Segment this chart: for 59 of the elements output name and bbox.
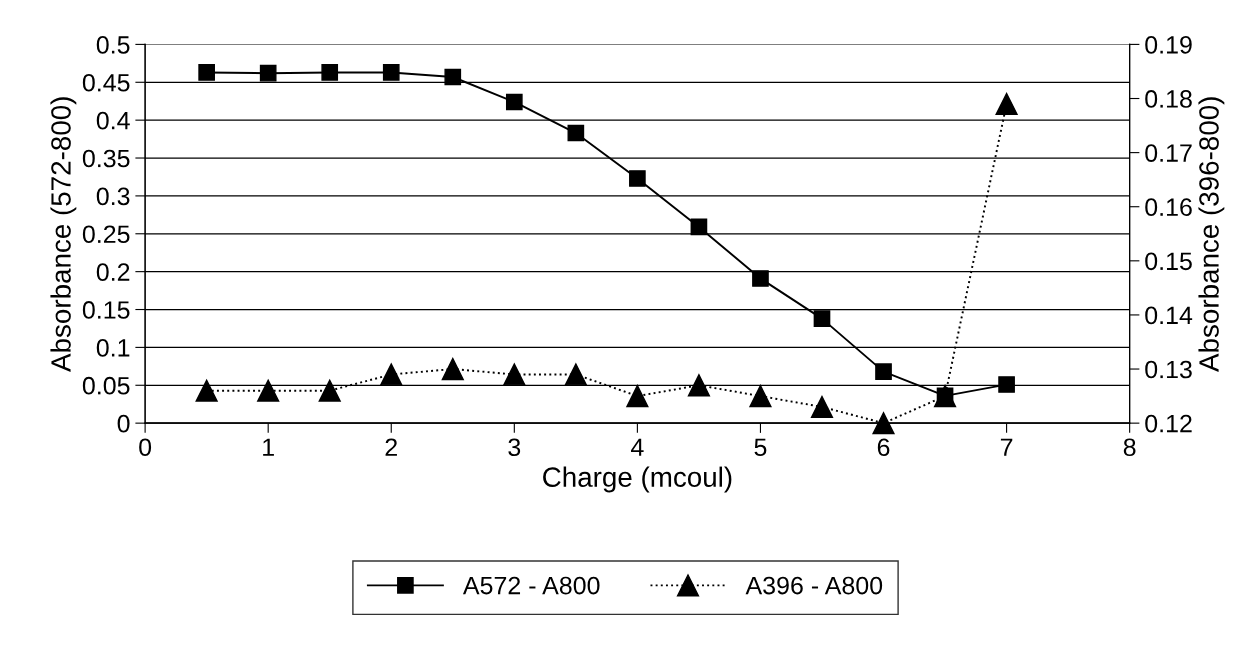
y-tick-label: 0.25 <box>82 225 130 244</box>
legend-label: A396 - A800 <box>745 576 883 595</box>
point <box>567 124 585 142</box>
x-tick-label: 7 <box>1000 438 1013 456</box>
point <box>321 64 339 81</box>
x-tick-label: 3 <box>508 438 521 457</box>
y-tick-label: 0.05 <box>82 376 130 395</box>
point <box>629 170 646 187</box>
point <box>752 270 769 287</box>
y-tick-label: 0.2 <box>96 263 130 281</box>
y2-tick-label: 0.18 <box>1145 90 1192 108</box>
x-tick-label: 0 <box>139 438 152 457</box>
y-tick-label: 0.5 <box>96 36 130 54</box>
y2-tick-label: 0.16 <box>1145 198 1192 217</box>
y2-tick-label: 0.15 <box>1145 252 1192 271</box>
y-tick-label: 0.1 <box>96 339 130 357</box>
point <box>749 384 772 408</box>
y-tick-label: 0.45 <box>82 73 130 92</box>
point <box>382 64 400 81</box>
point <box>687 374 711 397</box>
point <box>444 68 462 86</box>
point <box>690 218 708 236</box>
point <box>564 363 587 386</box>
y2-tick-label: 0.13 <box>1145 360 1192 379</box>
y-tick-label: 0 <box>117 414 130 433</box>
point <box>380 363 403 386</box>
x-tick-label: 1 <box>263 438 274 456</box>
y-tick-label: 0.35 <box>82 149 130 168</box>
point <box>257 379 280 402</box>
x-tick-label: 5 <box>754 438 767 457</box>
point <box>875 363 892 380</box>
point <box>198 64 215 81</box>
x-axis-title: Charge (mcoul) <box>543 466 732 493</box>
point <box>995 92 1018 116</box>
point <box>259 64 277 82</box>
point <box>318 379 341 402</box>
x-tick-label: 2 <box>385 438 397 456</box>
x-tick-label: 6 <box>877 438 890 457</box>
point <box>998 376 1015 393</box>
point <box>195 379 218 402</box>
x-tick-label: 8 <box>1123 438 1136 457</box>
point <box>503 363 526 386</box>
point <box>872 412 895 435</box>
y-tick-label: 0.15 <box>82 301 130 319</box>
y-tick-label: 0.4 <box>96 111 130 130</box>
point <box>813 310 831 327</box>
point <box>810 395 834 419</box>
point <box>505 93 523 111</box>
y2-axis-title: Absorbance (396-800) <box>1198 97 1225 372</box>
legend-label: A572 - A800 <box>462 576 600 595</box>
y-tick-label: 0.3 <box>96 187 130 206</box>
point <box>626 384 649 408</box>
x-tick-label: 4 <box>631 438 644 456</box>
y2-tick-label: 0.17 <box>1145 144 1192 162</box>
y2-tick-label: 0.14 <box>1145 306 1193 325</box>
y-axis-title: Absorbance (572-800) <box>50 97 77 372</box>
y2-tick-label: 0.12 <box>1145 414 1192 433</box>
y2-tick-label: 0.19 <box>1145 36 1192 54</box>
point <box>441 357 464 381</box>
